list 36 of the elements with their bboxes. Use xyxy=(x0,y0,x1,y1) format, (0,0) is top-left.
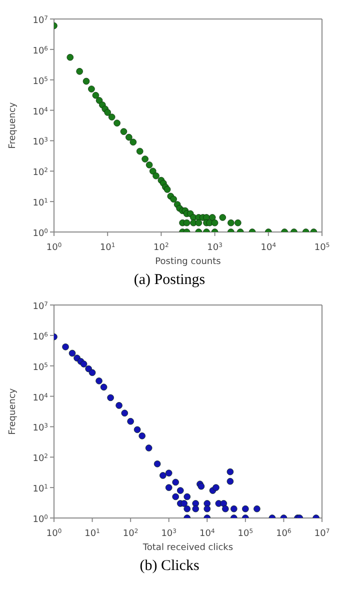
y-tick-label: 10$^{3}$ xyxy=(32,136,48,148)
x-tick-label: 10$^{4}$ xyxy=(200,528,215,539)
x-tick-label: 10$^{1}$ xyxy=(84,528,100,539)
text: (b) Clicks xyxy=(138,557,200,576)
y-tick-label: 10$^{4}$ xyxy=(32,106,48,118)
x-tick-label: 10$^{0}$ xyxy=(46,528,62,539)
x-tick-label: 10$^{5}$ xyxy=(238,528,254,539)
y-tick-label: 10$^{1}$ xyxy=(32,197,48,209)
y-tick-label: 10$^{0}$ xyxy=(32,228,48,239)
y-tick-label: 10$^{1}$ xyxy=(32,483,48,495)
y-tick-label: 10$^{3}$ xyxy=(32,422,48,434)
y-tick-label: 10$^{7}$ xyxy=(32,300,48,312)
y-axis-title: Frequency xyxy=(8,388,18,435)
x-axis-title: Total received clicks xyxy=(142,543,234,553)
y-tick-label: 10$^{5}$ xyxy=(32,361,48,373)
y-tick-label: 10$^{2}$ xyxy=(32,452,48,464)
y-tick-label: 10$^{0}$ xyxy=(32,514,48,525)
x-tick-label: 10$^{3}$ xyxy=(207,242,223,253)
y-tick-label: 10$^{5}$ xyxy=(32,75,48,87)
text: (a) Postings xyxy=(132,271,206,290)
y-tick-label: 10$^{6}$ xyxy=(32,330,48,342)
x-tick-label: 10$^{7}$ xyxy=(314,528,330,539)
x-axis-title: Posting counts xyxy=(155,257,222,267)
x-tick-label: 10$^{0}$ xyxy=(46,242,62,253)
x-tick-label: 10$^{4}$ xyxy=(260,242,276,253)
y-axis-title: Frequency xyxy=(8,102,18,149)
x-tick-label: 10$^{2}$ xyxy=(154,242,170,253)
x-tick-label: 10$^{1}$ xyxy=(100,242,116,253)
x-tick-label: 10$^{5}$ xyxy=(314,242,330,253)
x-tick-label: 10$^{6}$ xyxy=(276,528,292,539)
y-tick-label: 10$^{7}$ xyxy=(32,14,48,26)
y-tick-label: 10$^{4}$ xyxy=(32,392,48,404)
y-tick-label: 10$^{2}$ xyxy=(32,166,48,178)
x-tick-label: 10$^{3}$ xyxy=(161,528,177,539)
x-tick-label: 10$^{2}$ xyxy=(122,528,138,539)
y-tick-label: 10$^{6}$ xyxy=(32,44,48,56)
